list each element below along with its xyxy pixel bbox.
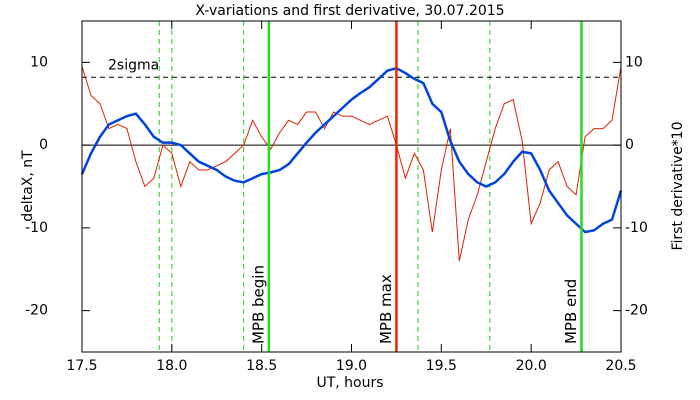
x-tick-label: 19.0 xyxy=(336,358,367,374)
y2-tick-label: 10 xyxy=(625,54,643,70)
chart-title: X-variations and first derivative, 30.07… xyxy=(195,3,504,19)
y-axis-label: deltaX, nT xyxy=(20,150,36,222)
annotation-label: MPB max xyxy=(377,274,395,344)
x-tick-label: 18.0 xyxy=(156,358,187,374)
y2-tick-label: -10 xyxy=(625,220,648,236)
y-tick-label: -20 xyxy=(25,303,48,319)
plot-frame xyxy=(81,20,622,353)
annotation-label: MPB end xyxy=(562,279,580,344)
y-tick-label: 10 xyxy=(30,54,48,70)
x-tick-label: 19.5 xyxy=(426,358,457,374)
y-tick-label: -10 xyxy=(25,220,48,236)
y2-tick-label: 0 xyxy=(625,137,634,153)
series-line xyxy=(80,66,623,234)
x-tick-label: 20.0 xyxy=(516,358,547,374)
y-tick-label: 0 xyxy=(39,137,48,153)
x-axis-label: UT, hours xyxy=(316,375,383,391)
y2-axis-label: First derivative*10 xyxy=(670,121,686,250)
threshold-label: 2sigma xyxy=(108,57,159,73)
y2-tick-label: -20 xyxy=(625,303,648,319)
x-tick-label: 20.5 xyxy=(605,358,636,374)
series-line xyxy=(81,66,622,262)
annotation-label: MPB begin xyxy=(249,265,267,344)
x-tick-label: 18.5 xyxy=(246,358,277,374)
x-tick-label: 17.5 xyxy=(66,358,97,374)
